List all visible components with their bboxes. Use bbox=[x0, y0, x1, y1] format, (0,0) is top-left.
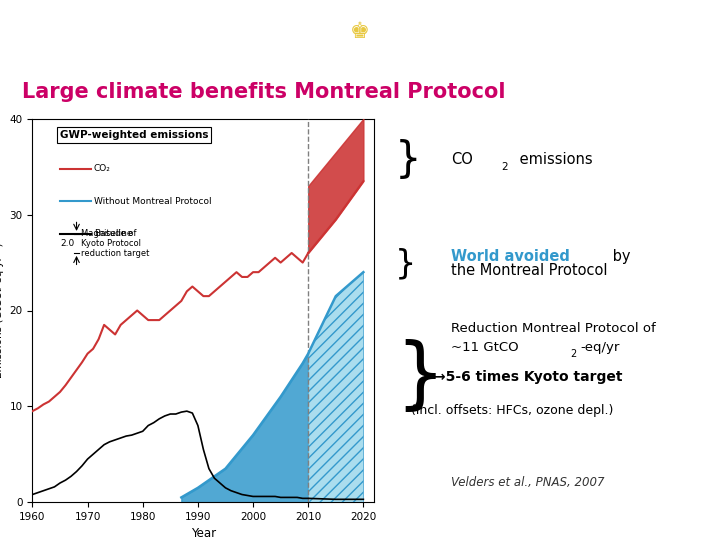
Text: Magnitude of
Kyoto Protocol
reduction target: Magnitude of Kyoto Protocol reduction ta… bbox=[81, 228, 149, 258]
X-axis label: Year: Year bbox=[191, 528, 216, 540]
Text: }: } bbox=[395, 247, 416, 280]
Text: →5-6 times Kyoto target: →5-6 times Kyoto target bbox=[434, 370, 623, 384]
Y-axis label: Emissions (GtCO₂-eq yr⁻¹): Emissions (GtCO₂-eq yr⁻¹) bbox=[0, 242, 4, 379]
Text: Guus Velders: Guus Velders bbox=[624, 518, 706, 532]
Text: GWP-weighted emissions: GWP-weighted emissions bbox=[60, 130, 208, 140]
Text: ♚: ♚ bbox=[350, 22, 370, 43]
Text: 2: 2 bbox=[502, 161, 508, 172]
Text: the Montreal Protocol: the Montreal Protocol bbox=[451, 263, 607, 278]
Text: 2: 2 bbox=[570, 349, 577, 360]
Text: Baseline: Baseline bbox=[94, 230, 132, 238]
Text: CO₂: CO₂ bbox=[94, 164, 111, 173]
Text: Large climate benefits Montreal Protocol: Large climate benefits Montreal Protocol bbox=[22, 82, 505, 102]
Text: emissions: emissions bbox=[515, 152, 593, 167]
Text: (incl. offsets: HFCs, ozone depl.): (incl. offsets: HFCs, ozone depl.) bbox=[411, 404, 613, 417]
Text: Reduction Montreal Protocol of: Reduction Montreal Protocol of bbox=[451, 322, 655, 335]
Text: -eq/yr: -eq/yr bbox=[580, 341, 619, 354]
Text: ~11 GtCO: ~11 GtCO bbox=[451, 341, 518, 354]
Text: }: } bbox=[395, 339, 444, 415]
Text: CO: CO bbox=[451, 152, 472, 167]
Text: Velders et al., PNAS, 2007: Velders et al., PNAS, 2007 bbox=[451, 476, 604, 489]
Text: 2.0: 2.0 bbox=[60, 239, 75, 248]
Text: 13: 13 bbox=[14, 518, 32, 532]
Text: by: by bbox=[608, 249, 631, 264]
Text: World avoided: World avoided bbox=[451, 249, 570, 264]
Text: }: } bbox=[395, 139, 421, 181]
Text: Without Montreal Protocol: Without Montreal Protocol bbox=[94, 197, 212, 206]
